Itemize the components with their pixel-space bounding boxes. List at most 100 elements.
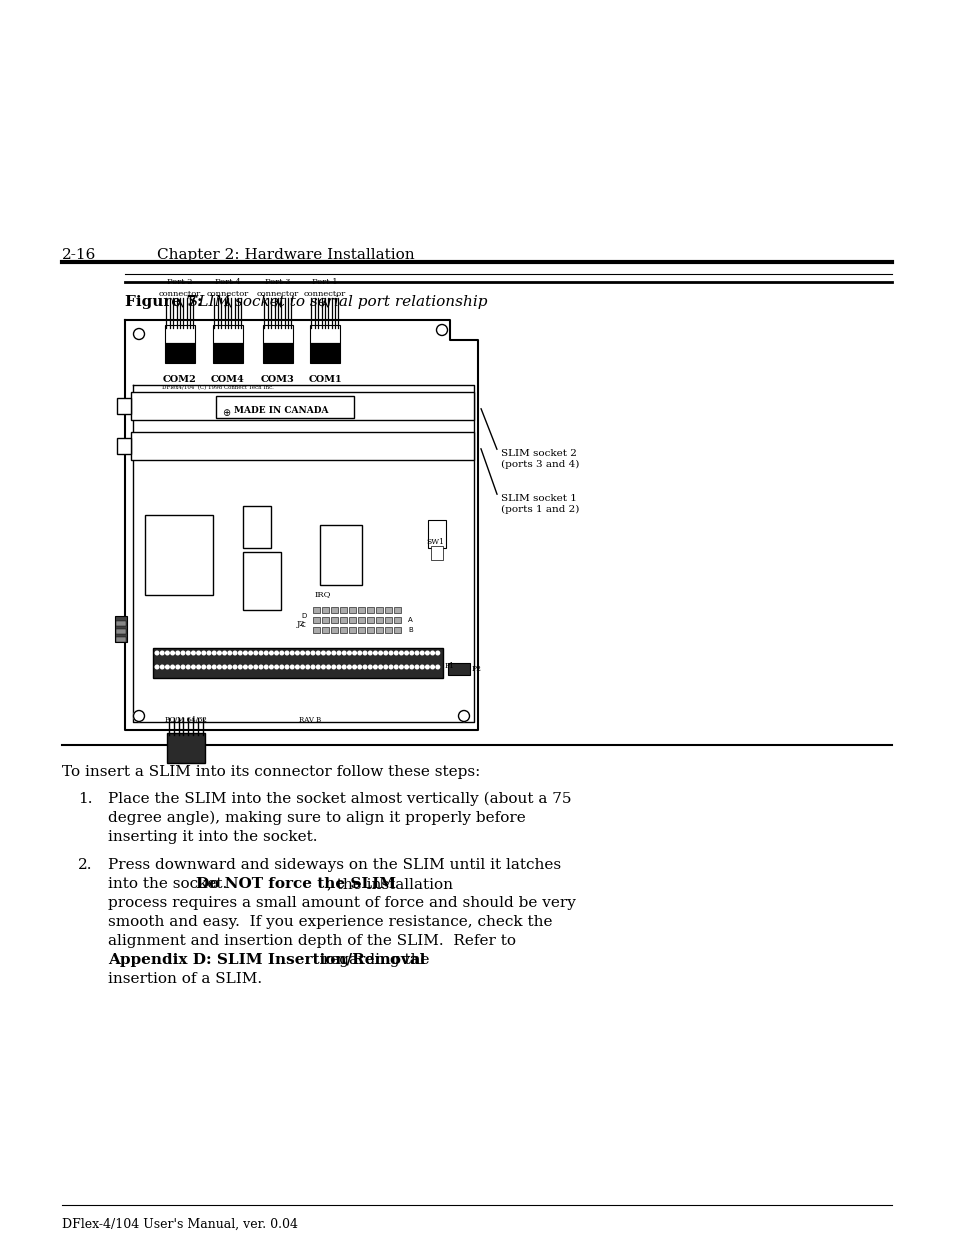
Circle shape — [363, 666, 366, 669]
Circle shape — [368, 651, 372, 655]
Bar — [357, 627, 365, 634]
Bar — [165, 343, 194, 363]
Text: ⊕: ⊕ — [222, 408, 230, 417]
Circle shape — [270, 666, 273, 669]
Circle shape — [336, 651, 340, 655]
Text: insertion of a SLIM.: insertion of a SLIM. — [108, 972, 262, 986]
Text: Port 2: Port 2 — [167, 278, 193, 287]
Circle shape — [196, 666, 200, 669]
Text: To insert a SLIM into its connector follow these steps:: To insert a SLIM into its connector foll… — [62, 764, 480, 779]
Circle shape — [192, 666, 195, 669]
Bar — [375, 606, 382, 613]
Circle shape — [394, 651, 397, 655]
Text: IRQ: IRQ — [314, 590, 331, 598]
Polygon shape — [125, 320, 477, 730]
Circle shape — [202, 666, 206, 669]
Circle shape — [316, 651, 319, 655]
Circle shape — [458, 710, 469, 721]
Circle shape — [181, 651, 185, 655]
Circle shape — [332, 666, 335, 669]
Circle shape — [249, 651, 253, 655]
Bar — [131, 432, 474, 459]
Circle shape — [378, 651, 382, 655]
Bar — [349, 618, 355, 622]
Circle shape — [384, 651, 387, 655]
Circle shape — [306, 666, 310, 669]
Text: SLIM socket to serial port relationship: SLIM socket to serial port relationship — [183, 295, 487, 309]
Circle shape — [363, 651, 366, 655]
Bar — [313, 627, 319, 634]
Circle shape — [175, 651, 179, 655]
Bar — [367, 627, 374, 634]
Circle shape — [378, 666, 382, 669]
Bar — [152, 648, 442, 678]
Bar — [145, 515, 213, 595]
Text: COM3: COM3 — [261, 375, 294, 384]
Circle shape — [171, 651, 174, 655]
Circle shape — [133, 329, 144, 340]
Circle shape — [166, 651, 169, 655]
Circle shape — [420, 666, 423, 669]
Circle shape — [217, 666, 221, 669]
Text: Port 4: Port 4 — [214, 278, 240, 287]
Text: Chapter 2: Hardware Installation: Chapter 2: Hardware Installation — [157, 248, 415, 262]
Text: B: B — [408, 627, 413, 634]
Circle shape — [186, 651, 190, 655]
Bar — [367, 618, 374, 622]
Circle shape — [274, 666, 278, 669]
Text: 1.: 1. — [78, 792, 92, 806]
Bar — [349, 606, 355, 613]
Circle shape — [425, 666, 429, 669]
Circle shape — [327, 651, 330, 655]
Circle shape — [202, 651, 206, 655]
Circle shape — [228, 666, 232, 669]
Bar — [116, 629, 126, 634]
Bar — [215, 396, 354, 417]
Bar — [313, 618, 319, 622]
Bar — [394, 606, 400, 613]
Circle shape — [436, 666, 439, 669]
Bar — [339, 627, 347, 634]
Text: P1: P1 — [444, 662, 455, 671]
Circle shape — [238, 651, 242, 655]
Text: into the socket.: into the socket. — [108, 877, 232, 890]
Circle shape — [295, 666, 299, 669]
Text: J2: J2 — [296, 620, 305, 629]
Circle shape — [347, 651, 351, 655]
Bar — [367, 606, 374, 613]
Bar — [313, 606, 319, 613]
Circle shape — [321, 666, 325, 669]
Text: D: D — [301, 613, 306, 619]
Text: PC/M 64/32: PC/M 64/32 — [165, 716, 207, 724]
Bar — [117, 398, 131, 414]
Bar — [116, 621, 126, 626]
Text: DFlex-4/104 User's Manual, ver. 0.04: DFlex-4/104 User's Manual, ver. 0.04 — [62, 1218, 297, 1231]
Text: Do NOT force the SLIM: Do NOT force the SLIM — [195, 877, 395, 890]
Text: Appendix D: SLIM Insertion/Removal: Appendix D: SLIM Insertion/Removal — [108, 953, 425, 967]
Circle shape — [213, 651, 215, 655]
Circle shape — [415, 651, 418, 655]
Circle shape — [353, 651, 356, 655]
Text: A: A — [408, 618, 413, 622]
Text: 2.: 2. — [78, 858, 92, 872]
Bar — [115, 616, 127, 642]
Circle shape — [374, 651, 376, 655]
Circle shape — [353, 666, 356, 669]
Bar — [319, 525, 361, 585]
Circle shape — [228, 651, 232, 655]
Text: Press downward and sideways on the SLIM until it latches: Press downward and sideways on the SLIM … — [108, 858, 560, 872]
Circle shape — [181, 666, 185, 669]
Circle shape — [175, 666, 179, 669]
Circle shape — [207, 651, 211, 655]
Circle shape — [300, 666, 304, 669]
Bar — [385, 618, 392, 622]
Text: MADE IN CANADA: MADE IN CANADA — [233, 406, 328, 415]
Circle shape — [410, 651, 414, 655]
Circle shape — [290, 651, 294, 655]
Circle shape — [233, 666, 236, 669]
Circle shape — [207, 666, 211, 669]
Text: degree angle), making sure to align it properly before: degree angle), making sure to align it p… — [108, 811, 525, 825]
Bar — [339, 618, 347, 622]
Text: Port 1: Port 1 — [312, 278, 337, 287]
Bar — [213, 343, 243, 363]
